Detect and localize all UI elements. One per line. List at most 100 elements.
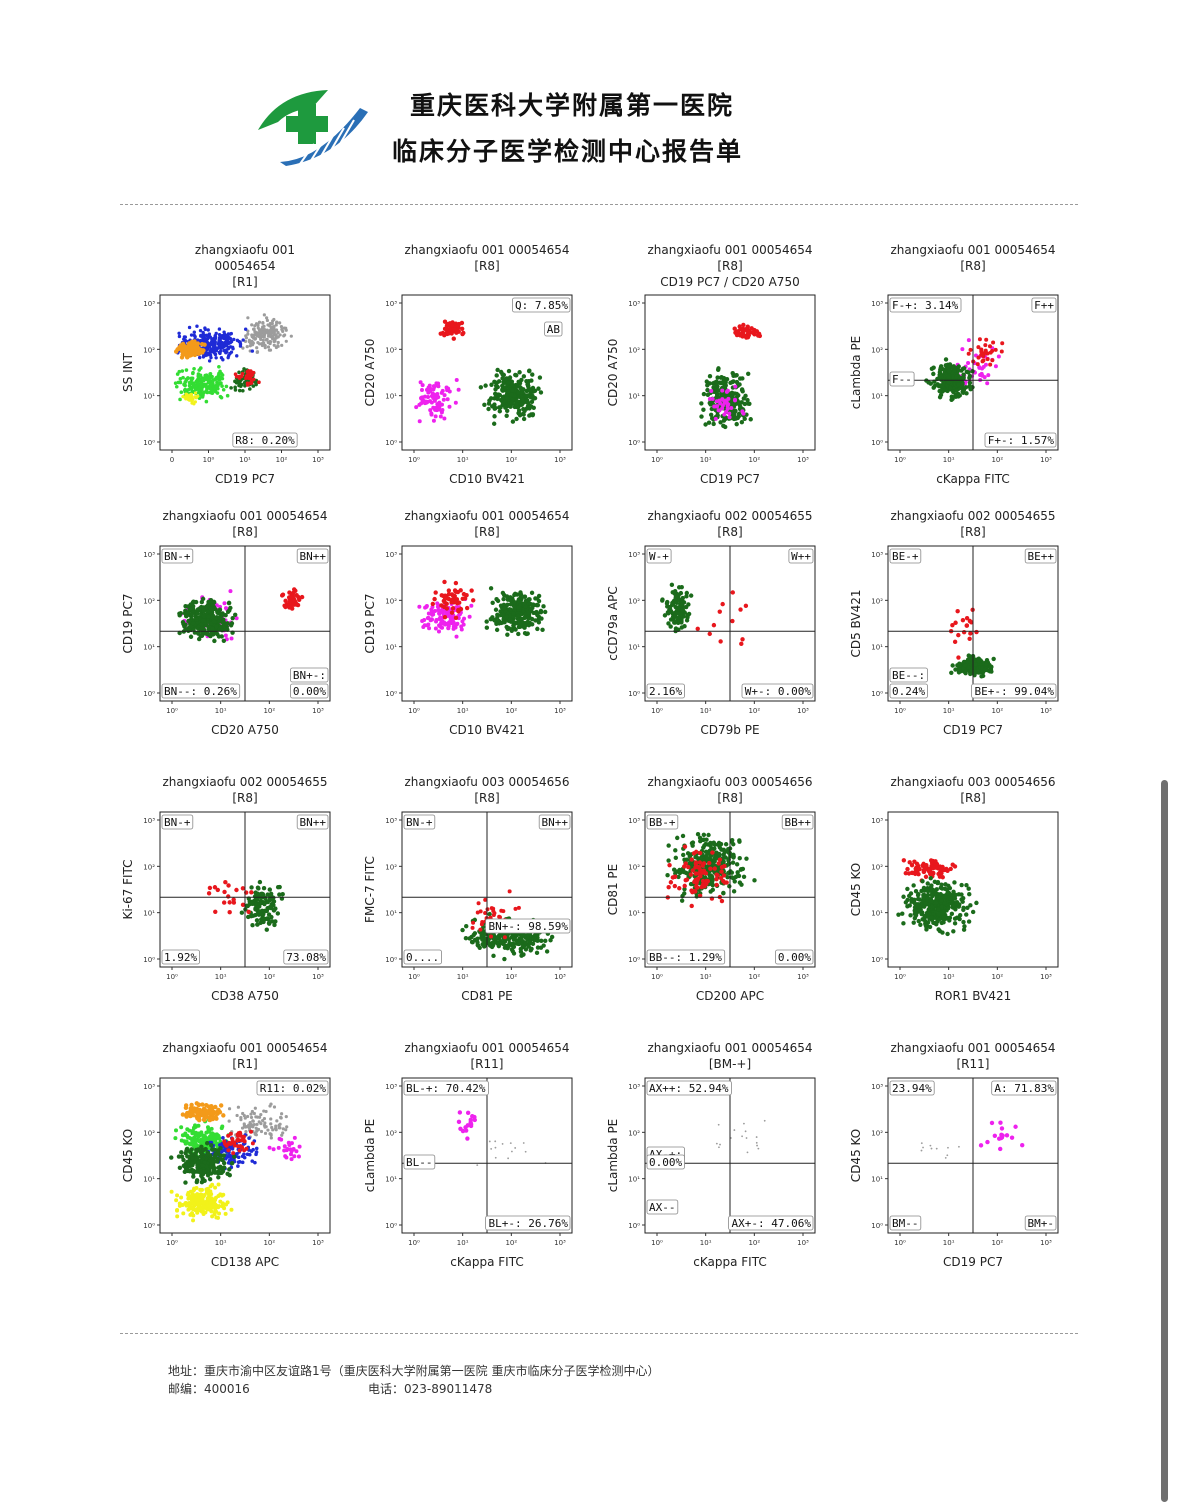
event-point: [437, 404, 442, 409]
event-point: [438, 331, 443, 336]
x-tick-label: 10³: [554, 456, 566, 464]
event-point: [680, 833, 686, 839]
event-point: [456, 321, 462, 327]
event-point: [182, 382, 186, 387]
event-point: [227, 909, 232, 915]
event-point: [204, 399, 209, 404]
y-tick-label: 10¹: [143, 910, 155, 918]
event-point: [521, 374, 527, 379]
event-point: [464, 923, 469, 929]
event-point: [197, 387, 201, 391]
x-axis-label: CD200 APC: [696, 989, 764, 1003]
event-point: [208, 1192, 213, 1197]
event-point: [967, 375, 972, 381]
event-point: [201, 1200, 206, 1205]
event-point: [693, 861, 699, 866]
event-point: [456, 329, 461, 334]
event-point: [224, 348, 228, 352]
event-point: [548, 938, 553, 943]
report-header: 重庆医科大学附属第一医院 临床分子医学检测中心报告单: [0, 0, 1179, 200]
event-point: [706, 851, 711, 856]
event-point: [284, 326, 288, 330]
y-tick-label: 10³: [871, 300, 883, 308]
event-point: [418, 380, 423, 385]
event-point: [958, 385, 964, 391]
event-point: [936, 911, 941, 917]
event-point: [734, 332, 740, 338]
event-point: [685, 613, 691, 618]
event-point: [967, 636, 972, 642]
x-tick-label: 10¹: [943, 973, 955, 981]
event-point: [227, 900, 232, 905]
event-point: [711, 421, 716, 427]
event-point: [297, 597, 302, 602]
event-point: [257, 380, 261, 385]
event-point: [722, 400, 727, 405]
event-point: [496, 379, 502, 384]
event-point: [982, 667, 988, 673]
y-tick-label: 10³: [143, 300, 155, 308]
event-point: [509, 628, 514, 633]
event-point: [265, 916, 270, 921]
y-tick-label: 10¹: [628, 644, 640, 652]
event-point: [695, 876, 701, 881]
event-point: [246, 909, 251, 915]
event-point: [169, 1189, 174, 1194]
event-point: [524, 631, 529, 637]
plot-frame: [644, 294, 816, 451]
event-point: [255, 346, 259, 350]
y-tick-label: 10²: [385, 346, 397, 354]
event-point: [231, 897, 236, 902]
event-point: [250, 923, 255, 928]
x-tick-label: 10¹: [457, 456, 469, 464]
event-point: [950, 396, 955, 402]
event-point: [530, 372, 535, 377]
event-point: [729, 401, 734, 407]
event-point: [211, 599, 217, 604]
event-point: [497, 409, 503, 414]
event-point: [731, 379, 736, 384]
plot-title-line: zhangxiaofu 001 00054654: [404, 243, 569, 257]
x-tick-label: 10³: [1040, 973, 1052, 981]
event-point: [966, 653, 971, 658]
event-point: [489, 382, 494, 387]
event-point: [706, 860, 712, 866]
event-point: [708, 412, 714, 417]
event-point: [514, 416, 519, 422]
event-point: [679, 898, 685, 903]
plot-title-line: [R8]: [960, 791, 985, 805]
event-point: [502, 935, 507, 940]
event-point: [173, 1136, 178, 1141]
x-tick-label: 10¹: [239, 456, 251, 464]
event-point: [195, 344, 200, 350]
event-point: [249, 890, 254, 895]
event-point: [939, 373, 944, 379]
event-point: [269, 1133, 273, 1137]
event-point: [520, 411, 526, 417]
event-point: [967, 380, 973, 385]
event-point: [275, 320, 279, 324]
y-tick-label: 10²: [871, 597, 883, 605]
y-tick-label: 10¹: [143, 393, 155, 401]
event-point: [218, 1192, 223, 1197]
event-point: [249, 885, 254, 890]
event-point: [668, 624, 673, 629]
event-point: [246, 329, 250, 333]
event-point: [516, 905, 521, 910]
event-point: [714, 877, 719, 882]
event-point: [929, 899, 934, 904]
event-point: [270, 322, 274, 326]
event-point: [536, 598, 542, 604]
event-point: [237, 370, 241, 375]
event-point: [529, 622, 535, 627]
event-point: [680, 608, 686, 613]
event-point: [263, 1131, 268, 1135]
event-point: [934, 895, 939, 900]
event-point: [481, 942, 486, 948]
event-point: [426, 394, 431, 399]
event-point: [490, 404, 495, 409]
event-point: [948, 896, 953, 901]
event-point: [731, 854, 736, 859]
plot-title-line: [R8]: [960, 259, 985, 273]
plot-title-line: zhangxiaofu 001: [195, 243, 295, 257]
